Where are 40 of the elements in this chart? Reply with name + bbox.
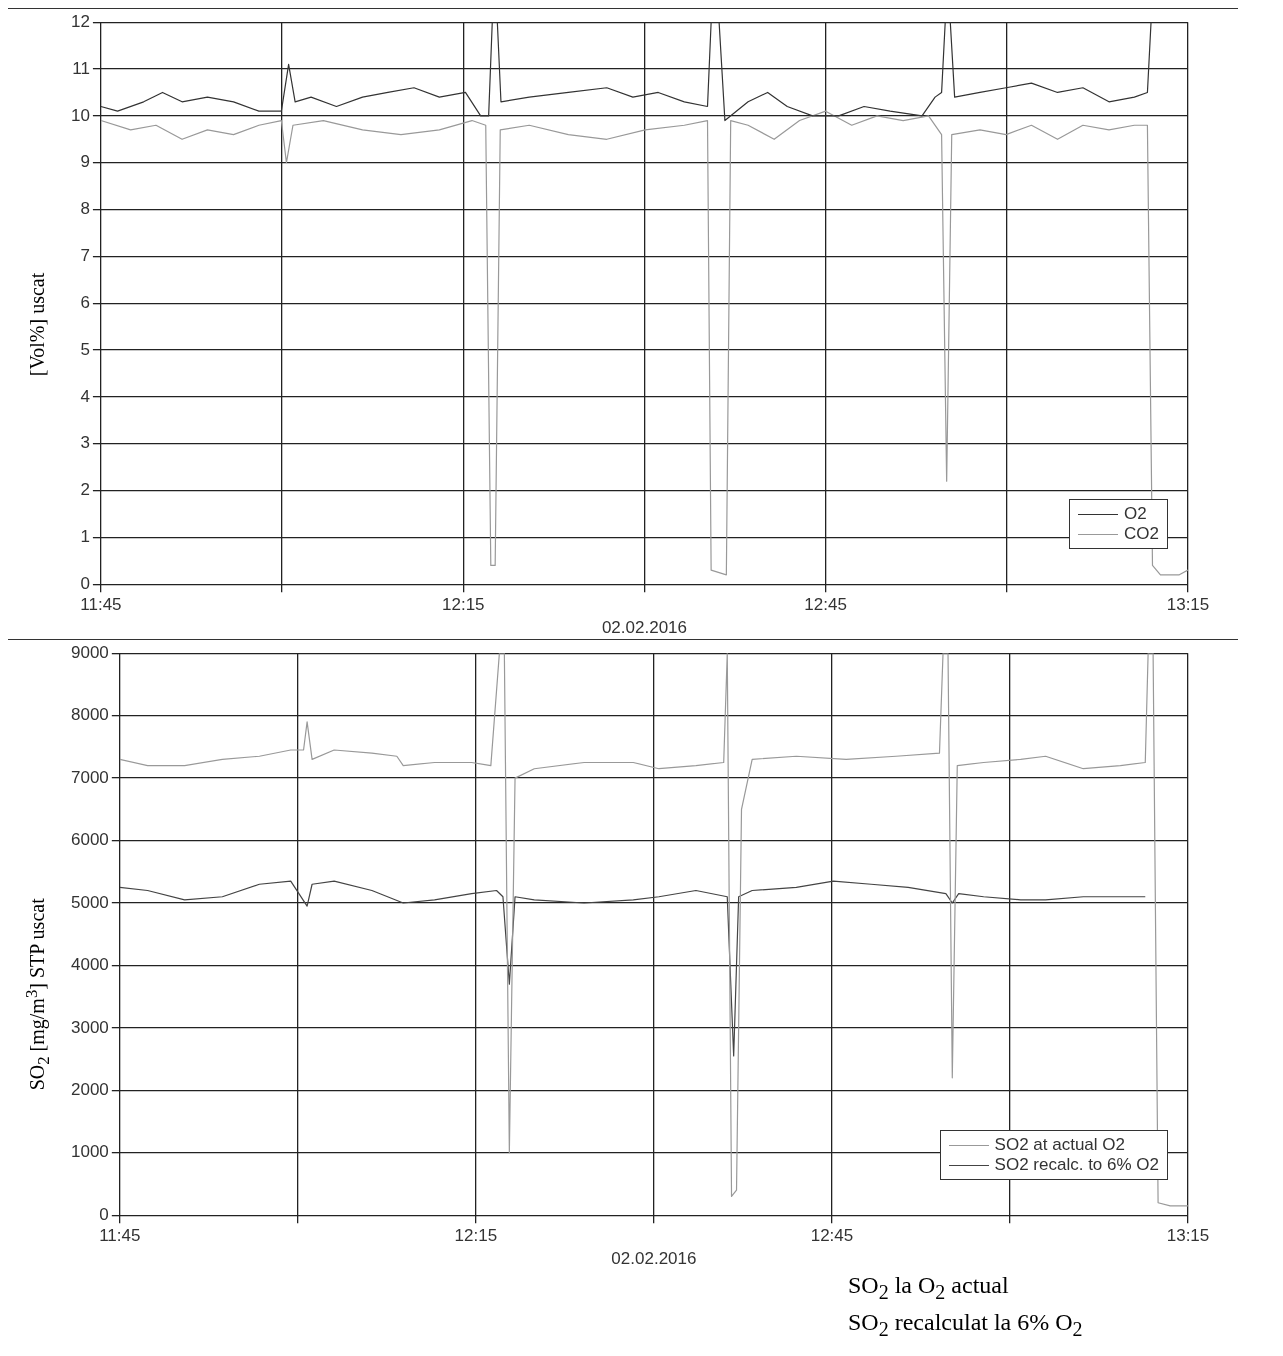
x-tick-label: 12:45 xyxy=(804,595,847,615)
y-tick-label: 7 xyxy=(80,246,90,266)
legend-label: SO2 recalc. to 6% O2 xyxy=(994,1155,1159,1175)
x-tick-label: 12:15 xyxy=(454,1226,498,1246)
legend-label: CO2 xyxy=(1124,524,1159,544)
y-tick-label: 12 xyxy=(70,11,90,31)
y-tick-label: 3 xyxy=(80,433,90,453)
x-tick-label: 11:45 xyxy=(99,1226,141,1246)
y-tick-label: 10 xyxy=(70,105,90,125)
y-tick-label: 9000 xyxy=(70,642,109,662)
y-tick-label: 11 xyxy=(72,58,90,78)
y-tick-label: 8000 xyxy=(70,705,109,725)
y-tick-label: 2000 xyxy=(70,1080,109,1099)
y-tick-label: 3000 xyxy=(70,1017,109,1037)
text: SO$_{2}$ recalculat la 6% O$_{2}$ xyxy=(848,1307,1084,1342)
y-axis-title: [Vol%] uscat xyxy=(26,272,50,376)
x-tick-label: 11:45 xyxy=(80,595,122,615)
y-tick-label: 8 xyxy=(80,199,90,219)
x-tick-label: 12:45 xyxy=(810,1226,854,1246)
y-tick-label: 0 xyxy=(80,573,90,593)
x-tick-label: 13:15 xyxy=(1166,1226,1210,1246)
y-tick-label: 6 xyxy=(80,292,90,312)
y-tick-label: 0 xyxy=(99,1204,109,1224)
y-tick-label: 2 xyxy=(80,480,90,500)
x-tick-label: 12:15 xyxy=(442,595,485,615)
y-tick-label: 1 xyxy=(80,527,90,547)
y-tick-label: 9 xyxy=(80,152,90,172)
x-axis-title: 02.02.2016 xyxy=(601,618,687,638)
legend-label: O2 xyxy=(1124,504,1147,524)
x-axis-title: 02.02.2016 xyxy=(611,1249,697,1269)
legend-label: SO2 at actual O2 xyxy=(994,1135,1125,1155)
text: SO$_{2}$ la O$_{2}$ actual xyxy=(848,1271,1010,1305)
y-tick-label: 1000 xyxy=(70,1142,109,1162)
y-tick-label: 7000 xyxy=(70,767,109,787)
x-tick-label: 13:15 xyxy=(1166,595,1210,615)
y-tick-label: 4000 xyxy=(70,955,109,975)
y-tick-label: 5 xyxy=(80,339,90,359)
y-tick-label: 4 xyxy=(80,386,90,406)
y-tick-label: 6000 xyxy=(70,830,109,850)
y-tick-label: 5000 xyxy=(70,892,109,912)
